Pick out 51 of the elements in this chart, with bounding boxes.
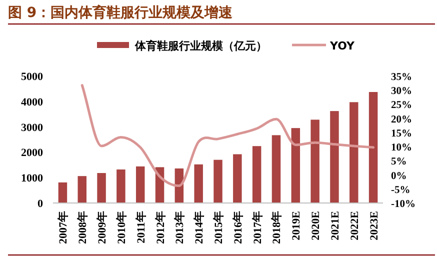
bar bbox=[97, 173, 106, 203]
y-tick-label: 1000 bbox=[21, 172, 44, 185]
x-tick-label: 2012年 bbox=[154, 211, 167, 244]
bar bbox=[116, 169, 126, 203]
x-tick-label: 2017年 bbox=[250, 211, 264, 244]
x-tick-label: 2021E bbox=[329, 211, 342, 240]
x-tick-label: 2022E bbox=[348, 211, 361, 240]
bar bbox=[368, 92, 378, 203]
x-tick-label: 2020E bbox=[310, 211, 322, 240]
legend-label: 体育鞋服行业规模（亿元） bbox=[134, 40, 267, 52]
x-tick-label: 2013年 bbox=[173, 211, 186, 244]
y-tick-label: 2000 bbox=[21, 147, 44, 160]
x-tick-label: 2019E bbox=[290, 211, 303, 240]
y2-tick-label: 30% bbox=[391, 86, 412, 98]
x-tick-label: 2010年 bbox=[114, 211, 128, 244]
y2-tick-label: 10% bbox=[391, 142, 412, 154]
bar bbox=[58, 182, 68, 203]
x-tick-label: 2016年 bbox=[231, 211, 244, 244]
x-tick-label: 2009年 bbox=[96, 211, 109, 244]
x-tick-label: 2008年 bbox=[76, 211, 90, 244]
bar bbox=[310, 120, 320, 203]
bar bbox=[214, 160, 222, 203]
x-tick-label: 2023E bbox=[368, 211, 380, 240]
bar bbox=[233, 154, 242, 203]
y-tick-label: 0 bbox=[38, 198, 44, 210]
y2-tick-label: 0% bbox=[391, 170, 407, 182]
bar bbox=[291, 128, 300, 203]
bar bbox=[194, 164, 203, 203]
y2-tick-label: 20% bbox=[391, 114, 412, 126]
bar bbox=[272, 135, 281, 203]
x-tick-label: 2011年 bbox=[134, 211, 148, 244]
bar bbox=[78, 176, 86, 203]
chart-title: 图 9：国内体育鞋服行业规模及增速 bbox=[8, 4, 234, 21]
y2-tick-label: -5% bbox=[391, 184, 410, 196]
y-tick-label: 5000 bbox=[21, 71, 44, 83]
x-tick-label: 2018年 bbox=[270, 211, 284, 244]
y-tick-label: 4000 bbox=[21, 96, 44, 108]
y2-tick-label: 15% bbox=[391, 128, 412, 140]
y2-tick-label: 5% bbox=[391, 156, 407, 168]
bar bbox=[350, 102, 358, 203]
legend-label: YOY bbox=[329, 40, 356, 52]
x-tick-label: 2007年 bbox=[56, 211, 70, 244]
x-tick-label: 2015年 bbox=[212, 211, 225, 244]
y-tick-label: 3000 bbox=[21, 122, 44, 134]
y2-tick-label: -10% bbox=[391, 199, 416, 210]
bar bbox=[252, 146, 262, 203]
y2-tick-label: 35% bbox=[391, 72, 412, 83]
bar bbox=[136, 166, 145, 203]
bar bbox=[330, 111, 339, 203]
x-tick-label: 2014年 bbox=[192, 211, 206, 244]
y2-tick-label: 25% bbox=[391, 100, 412, 112]
